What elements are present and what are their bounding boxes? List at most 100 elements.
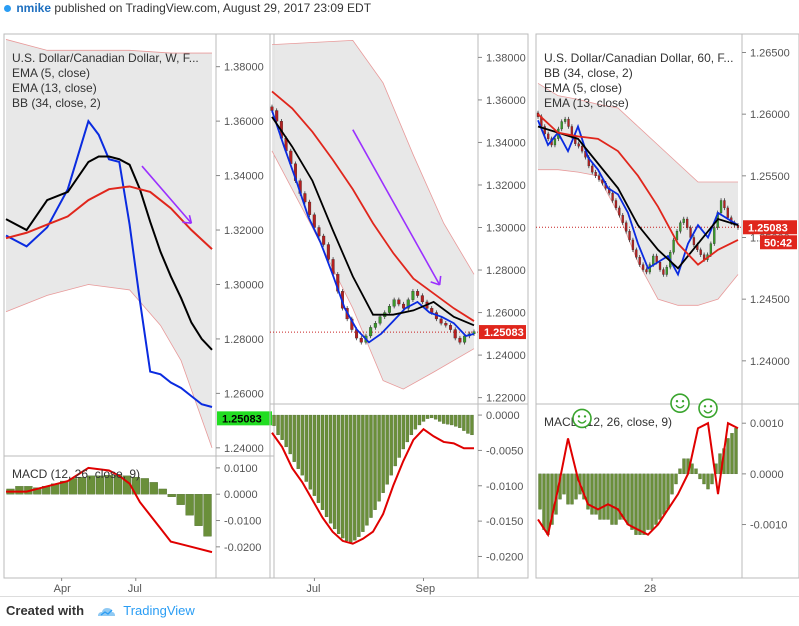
candle	[397, 299, 401, 305]
smiley-mouth	[675, 404, 685, 409]
macd-y-tick-label: 0.0000	[486, 410, 520, 422]
macd-histogram-bar	[538, 473, 542, 510]
macd-histogram-bar	[397, 414, 401, 458]
macd-histogram-bar	[654, 473, 658, 525]
candle	[597, 175, 601, 180]
candle	[392, 299, 396, 307]
macd-histogram-bar	[706, 473, 710, 490]
candle	[270, 106, 274, 111]
candle	[682, 218, 685, 223]
y-tick-label: 1.34000	[224, 171, 264, 183]
author-name[interactable]: nmike	[16, 1, 52, 15]
x-tick-label: Apr	[54, 583, 71, 595]
candle	[326, 244, 330, 260]
y-tick-label: 1.30000	[486, 223, 526, 235]
macd-histogram-bar	[437, 414, 442, 422]
macd-histogram-bar	[328, 414, 333, 524]
candle	[723, 200, 726, 209]
legend-entry: EMA (5, close)	[12, 66, 90, 80]
candle	[563, 118, 567, 122]
y-tick-label: 1.34000	[486, 137, 526, 149]
chart-stage: FX:USDCAD, W1.25083▼−0.00028 (−0.02%)U.S…	[0, 4, 799, 596]
y-tick-label: 1.24500	[750, 294, 790, 306]
y-tick-label: 1.24000	[750, 356, 790, 368]
series-line-3	[271, 90, 475, 322]
macd-histogram-bar	[458, 414, 462, 428]
macd-y-tick-label: -0.0200	[224, 542, 261, 554]
macd-histogram-bar	[341, 414, 345, 539]
macd-histogram-bar	[203, 494, 212, 537]
macd-histogram-bar	[606, 473, 610, 520]
macd-histogram-bar	[349, 414, 353, 543]
bollinger-lower	[271, 150, 475, 390]
macd-histogram-bar	[276, 414, 280, 436]
y-tick-label: 1.28000	[486, 265, 526, 277]
bollinger-band-fill	[6, 39, 212, 448]
tradingview-brand-link[interactable]: TradingView	[123, 603, 195, 618]
macd-histogram-bar	[670, 473, 674, 495]
macd-histogram-bar	[425, 414, 430, 419]
macd-histogram-bar	[598, 473, 602, 520]
tradingview-dot-icon	[4, 5, 11, 12]
macd-label: MACD (12, 26, close, 9)	[544, 415, 672, 429]
macd-histogram-bar	[149, 482, 158, 495]
macd-histogram-bar	[710, 473, 714, 485]
macd-histogram-bar	[320, 414, 325, 510]
panel-frame	[269, 33, 529, 579]
smiley-icon	[698, 398, 718, 419]
macd-histogram-bar	[401, 414, 405, 450]
macd-histogram-bar	[454, 414, 458, 427]
candle	[713, 227, 716, 244]
candle	[543, 126, 546, 135]
price-tag-label: 1.25083	[484, 327, 524, 339]
smiley-eye	[583, 415, 587, 418]
candle	[658, 262, 662, 270]
candle	[567, 118, 570, 127]
candle	[641, 264, 645, 270]
candle	[406, 299, 410, 309]
candle	[463, 335, 467, 343]
macd-histogram-bar	[15, 486, 24, 495]
macd-histogram-bar	[377, 414, 381, 502]
y-tick-label: 1.32000	[224, 225, 264, 237]
bollinger-band-fill	[538, 83, 738, 306]
macd-histogram-bar	[734, 428, 738, 475]
legend-entry: BB (34, close, 2)	[544, 66, 633, 80]
candle	[631, 239, 635, 250]
legend-entry: EMA (13, close)	[544, 96, 629, 110]
x-tick-label: 28	[644, 583, 656, 595]
macd-histogram-bar	[642, 473, 646, 535]
y-tick-label: 1.32000	[486, 180, 526, 192]
publish-info: published on TradingView.com, August 29,…	[54, 1, 372, 15]
macd-histogram-bar	[646, 473, 650, 530]
x-tick-label: Jul	[306, 583, 320, 595]
smiley-eye	[577, 415, 581, 418]
series-line-3	[537, 113, 739, 266]
smiley-eye	[681, 400, 685, 403]
legend-entry: U.S. Dollar/Canadian Dollar, 60, F...	[544, 51, 733, 65]
candle	[420, 295, 424, 303]
macd-histogram-bar	[417, 414, 422, 426]
tradingview-cloud-icon	[97, 607, 115, 616]
candle	[359, 337, 363, 343]
smiley-eye	[709, 405, 713, 408]
macd-histogram-bar	[462, 414, 466, 431]
macd-histogram-bar	[345, 414, 349, 542]
macd-y-tick-label: -0.0100	[224, 516, 261, 528]
candle	[577, 143, 580, 147]
macd-histogram-bar	[336, 414, 341, 534]
candle	[692, 237, 696, 246]
macd-histogram-bar	[466, 414, 470, 434]
macd-histogram-bar	[674, 473, 678, 485]
macd-histogram-bar	[312, 414, 317, 496]
macd-histogram-bar	[602, 473, 606, 520]
y-tick-label: 1.24000	[224, 443, 264, 455]
macd-y-tick-label: 0.0000	[224, 489, 258, 501]
macd-histogram-bar	[194, 494, 203, 526]
charts-svg: FX:USDCAD, W1.25083▼−0.00028 (−0.02%)U.S…	[3, 4, 799, 595]
candle	[322, 235, 326, 245]
macd-y-tick-label: -0.0100	[486, 481, 523, 493]
macd-y-tick-label: -0.0010	[750, 520, 787, 532]
macd-histogram-bar	[702, 473, 706, 485]
y-tick-label: 1.26000	[750, 109, 790, 121]
